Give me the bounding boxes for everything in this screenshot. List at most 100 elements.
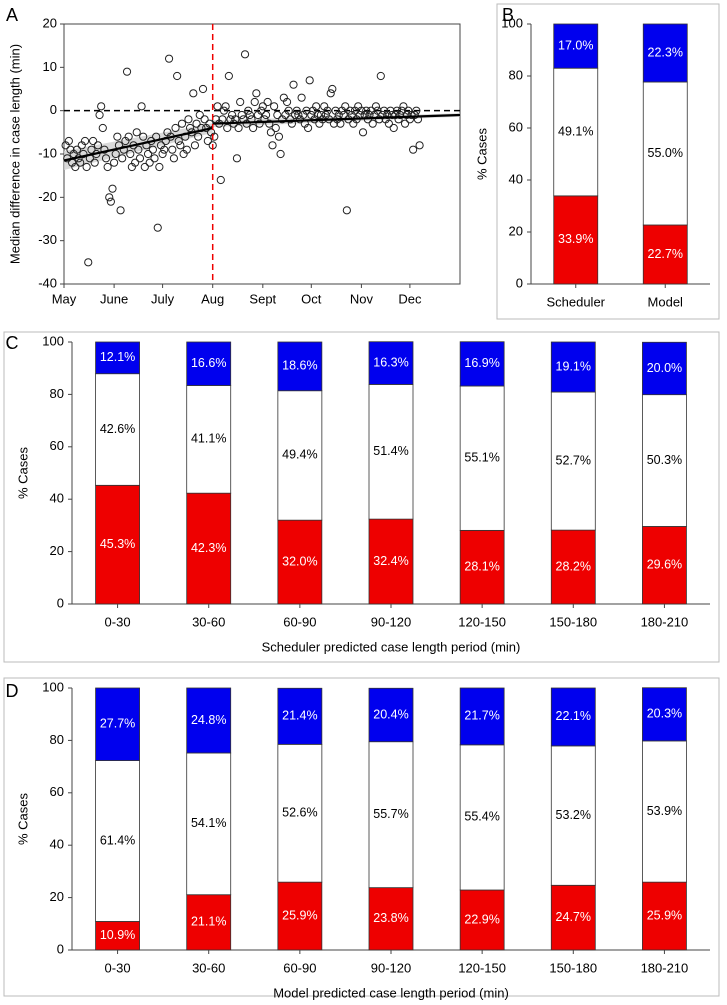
scatter-point	[305, 76, 314, 85]
bar-segment-red	[368, 518, 414, 605]
scatter-point	[106, 197, 115, 206]
scatter-point	[195, 110, 204, 120]
data-label-white: 52.7%	[556, 453, 591, 467]
scatter-point	[185, 123, 195, 133]
data-label-blue: 21.4%	[282, 709, 317, 723]
x-tick-label-d: 120-150	[458, 960, 506, 975]
bar-group: 25.9% 52.6% 21.4%	[277, 687, 323, 951]
scatter-point	[111, 149, 120, 159]
bar-group: 22.9% 55.4% 21.7%	[459, 687, 505, 951]
y-tick-label-a: 20	[43, 15, 57, 30]
bar-segment-white	[277, 390, 323, 521]
y-tick-label-a: -30	[38, 232, 57, 247]
scatter-point	[326, 89, 335, 98]
scatter-point	[249, 123, 258, 133]
scatter-point	[236, 97, 245, 107]
bar-group: 42.3% 41.1% 16.6%	[186, 341, 232, 605]
bar-segment-red	[642, 224, 688, 285]
scatter-point	[244, 106, 253, 115]
scatter-point	[113, 132, 122, 141]
bar-group: 32.0% 49.4% 18.6%	[277, 341, 323, 605]
scatter-point	[292, 106, 301, 115]
scatter-point	[216, 175, 225, 185]
scatter-point	[297, 93, 306, 102]
data-label-white: 53.2%	[556, 808, 591, 822]
y-tick-label-b: 0	[516, 275, 523, 290]
scatter-point	[291, 110, 300, 120]
bar-segment-blue	[459, 341, 505, 387]
scatter-point	[203, 136, 212, 146]
scatter-point	[397, 106, 406, 115]
bar-group: 28.1% 55.1% 16.9%	[459, 341, 505, 605]
scatter-point	[265, 119, 274, 128]
bar-segment-white	[277, 743, 323, 883]
scatter-point	[100, 145, 109, 154]
bar-segment-red	[186, 894, 232, 951]
scatter-point	[90, 158, 99, 167]
scatter-point	[224, 71, 233, 81]
data-label-red: 23.8%	[373, 911, 408, 925]
scatter-point	[210, 132, 219, 141]
y-tick-label-d: 40	[50, 837, 64, 852]
scatter-point	[213, 102, 222, 111]
y-tick-label-d: 60	[50, 784, 64, 799]
panel-label-a: A	[6, 5, 18, 25]
y-tick-label-b: 60	[509, 119, 523, 134]
x-tick-label-c: 30-60	[192, 614, 225, 629]
scatter-point	[284, 106, 293, 115]
scatter-point	[232, 154, 242, 163]
scatter-point	[389, 123, 398, 133]
data-label-blue: 27.7%	[100, 717, 135, 731]
scatter-point	[376, 71, 385, 81]
scatter-point	[145, 158, 154, 167]
scatter-point	[80, 136, 90, 146]
bar-segment-white	[368, 741, 414, 889]
bar-group: 33.9% 49.1% 17.0%	[553, 23, 599, 285]
ci-band-pre	[64, 123, 213, 171]
scatter-point	[71, 162, 80, 172]
bar-segment-blue	[642, 687, 687, 742]
bar-group: 28.2% 52.7% 19.1%	[550, 341, 596, 605]
data-label-red: 21.1%	[191, 915, 226, 929]
scatter-point	[286, 115, 295, 124]
bar-segment-blue	[368, 687, 414, 743]
scatter-point	[368, 119, 377, 128]
bar-group: 24.7% 53.2% 22.1%	[550, 687, 596, 951]
data-label-blue: 16.3%	[373, 355, 408, 369]
y-tick-label-b: 100	[501, 15, 523, 30]
y-axis-label-b: % Cases	[474, 127, 489, 180]
bar-segment-blue	[553, 23, 599, 69]
scatter-point	[276, 149, 285, 159]
scatter-point	[148, 145, 157, 154]
scatter-point	[266, 128, 275, 137]
scatter-point	[143, 149, 153, 159]
y-tick-label-c: 80	[50, 386, 64, 401]
data-label-blue: 16.6%	[191, 356, 226, 370]
y-tick-label-a: -20	[38, 189, 57, 204]
bar-segment-white	[95, 760, 140, 922]
scatter-point	[328, 84, 337, 94]
scatter-point	[250, 97, 259, 107]
scatter-point	[273, 110, 282, 120]
data-label-red: 29.6%	[647, 558, 682, 572]
data-label-red: 32.0%	[282, 554, 317, 568]
data-label-red: 10.9%	[100, 928, 135, 942]
bar-segment-blue	[186, 687, 232, 754]
scatter-point	[158, 149, 167, 159]
bar-segment-red	[459, 889, 505, 951]
scatter-point	[192, 119, 201, 128]
scatter-point	[182, 145, 191, 154]
x-tick-label-a: May	[52, 291, 77, 306]
data-label-red: 22.9%	[464, 912, 499, 926]
scatter-point	[189, 89, 198, 98]
trend-line-post	[212, 113, 461, 125]
scatter-point	[415, 141, 424, 150]
scatter-point	[371, 102, 381, 111]
scatter-point	[316, 110, 326, 120]
bar-segment-blue	[550, 341, 596, 393]
bar-segment-blue	[186, 341, 232, 386]
scatter-point	[174, 136, 183, 146]
scatter-point	[271, 123, 280, 133]
scatter-point	[396, 110, 405, 120]
